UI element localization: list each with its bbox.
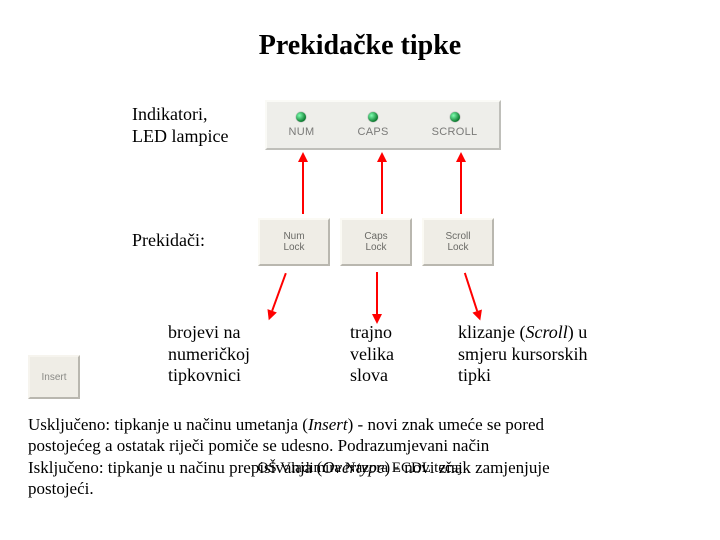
para-l1: Usključeno: tipkanje u načinu umetanja (… xyxy=(28,414,692,435)
key-l1: Caps xyxy=(364,231,387,243)
desc-l3: tipkovnici xyxy=(168,365,250,387)
desc-col1: brojevi na numeričkoj tipkovnici xyxy=(168,322,250,387)
led-dot-icon xyxy=(450,112,460,122)
desc-l1: brojevi na xyxy=(168,322,250,344)
key-l2: Lock xyxy=(365,242,386,254)
bottom-paragraph: Usključeno: tipkanje u načinu umetanja (… xyxy=(28,414,692,499)
arrow-up-icon xyxy=(381,162,383,214)
para-l4: postojeći. xyxy=(28,478,692,499)
key-capslock: Caps Lock xyxy=(340,218,412,266)
switches-label: Prekidači: xyxy=(132,230,205,252)
led-scroll: SCROLL xyxy=(432,112,478,138)
para-l3: Isključeno: tipkanje u načinu prepisivan… xyxy=(28,457,692,478)
indicators-label: Indikatori, LED lampice xyxy=(132,104,228,147)
arrow-up-icon xyxy=(460,162,462,214)
led-caps: CAPS xyxy=(357,112,388,138)
desc-l2: smjeru kursorskih xyxy=(458,344,588,366)
desc-l3: tipki xyxy=(458,365,588,387)
led-scroll-label: SCROLL xyxy=(432,126,478,138)
desc-l2: velika xyxy=(350,344,394,366)
page-title: Prekidačke tipke xyxy=(0,0,720,62)
led-dot-icon xyxy=(296,112,306,122)
keys-panel: Num Lock Caps Lock Scroll Lock xyxy=(258,218,494,266)
arrow-down-icon xyxy=(271,273,287,311)
desc-l1: klizanje (Scroll) u xyxy=(458,322,588,344)
key-insert: Insert xyxy=(28,355,80,399)
key-l1: Scroll xyxy=(445,231,470,243)
arrow-up-icon xyxy=(302,162,304,214)
indicators-label-l2: LED lampice xyxy=(132,126,228,148)
arrow-down-icon xyxy=(376,272,378,314)
desc-col3: klizanje (Scroll) u smjeru kursorskih ti… xyxy=(458,322,588,387)
led-caps-label: CAPS xyxy=(357,126,388,138)
indicators-label-l1: Indikatori, xyxy=(132,104,228,126)
arrow-down-icon xyxy=(464,273,478,312)
desc-l3: slova xyxy=(350,365,394,387)
key-l1: Num xyxy=(283,231,304,243)
key-l2: Lock xyxy=(283,242,304,254)
para-l2: postojećeg a ostatak riječi pomiče se ud… xyxy=(28,435,692,456)
key-l2: Lock xyxy=(447,242,468,254)
led-panel: NUM CAPS SCROLL xyxy=(265,100,501,150)
key-scrolllock: Scroll Lock xyxy=(422,218,494,266)
desc-col2: trajno velika slova xyxy=(350,322,394,387)
led-num: NUM xyxy=(289,112,315,138)
desc-l2: numeričkoj xyxy=(168,344,250,366)
key-numlock: Num Lock xyxy=(258,218,330,266)
led-num-label: NUM xyxy=(289,126,315,138)
desc-l1: trajno xyxy=(350,322,394,344)
led-dot-icon xyxy=(368,112,378,122)
